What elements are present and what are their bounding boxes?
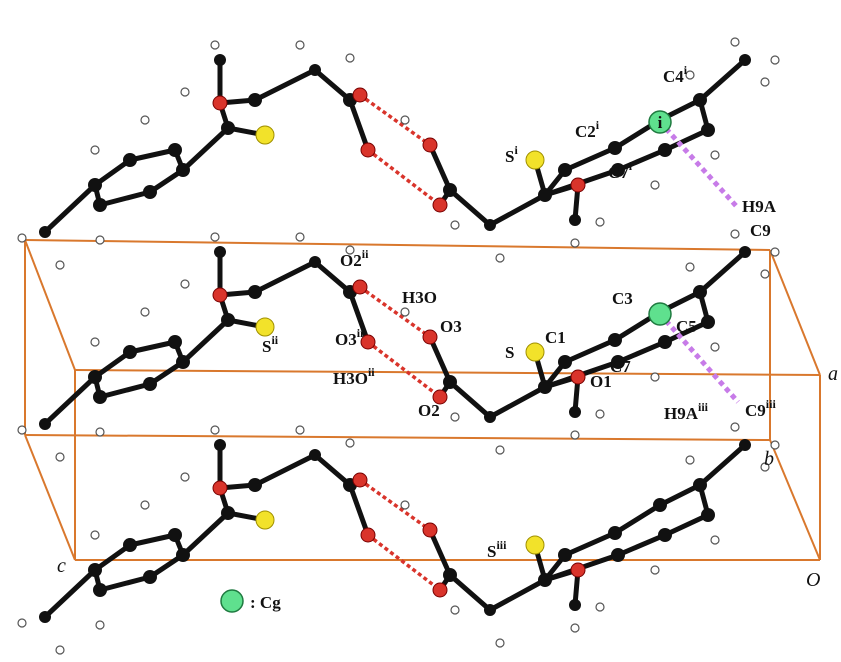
atom-label: Sii: [262, 333, 279, 356]
atom-label: O2: [418, 401, 440, 420]
atom-label: H3O: [402, 288, 437, 307]
atom-label: Siii: [487, 538, 507, 561]
atom-label: Si: [505, 143, 518, 166]
atom-label: C1: [545, 328, 566, 347]
atom-label: S: [505, 343, 514, 362]
atom-label: O2ii: [340, 247, 369, 270]
atom-label: H9A: [742, 197, 777, 216]
axis-label: O: [806, 569, 820, 591]
atom-label: C9iii: [745, 397, 776, 420]
atom-label: O1: [590, 372, 612, 391]
atom-label: O3: [440, 317, 462, 336]
atom-label: C7: [610, 357, 631, 376]
atom-label: C5: [676, 317, 697, 336]
atom-label: H9Aiii: [664, 400, 709, 423]
legend-centroid: [221, 590, 243, 612]
atom-label: C4i: [663, 63, 688, 86]
molecule-layer: [18, 230, 779, 461]
atom-label: C7i: [608, 159, 633, 182]
axis-label: a: [828, 363, 838, 385]
axis-label: b: [764, 448, 774, 470]
atom-label: O3ii: [335, 326, 364, 349]
molecule-layer: [18, 423, 779, 654]
centroid: [649, 303, 671, 325]
atom-label: C3: [612, 289, 633, 308]
packing-diagram: C4i i C2i Si C7i H9A C9 O2ii H3O O3 O3ii…: [0, 0, 841, 662]
atom-label: H3Oii: [333, 365, 375, 388]
atom-label: C2i: [575, 118, 600, 141]
centroid-label: i: [658, 113, 663, 132]
atom-label: C9: [750, 221, 771, 240]
legend-label: : Cg: [250, 593, 281, 612]
axis-label: c: [57, 555, 66, 577]
